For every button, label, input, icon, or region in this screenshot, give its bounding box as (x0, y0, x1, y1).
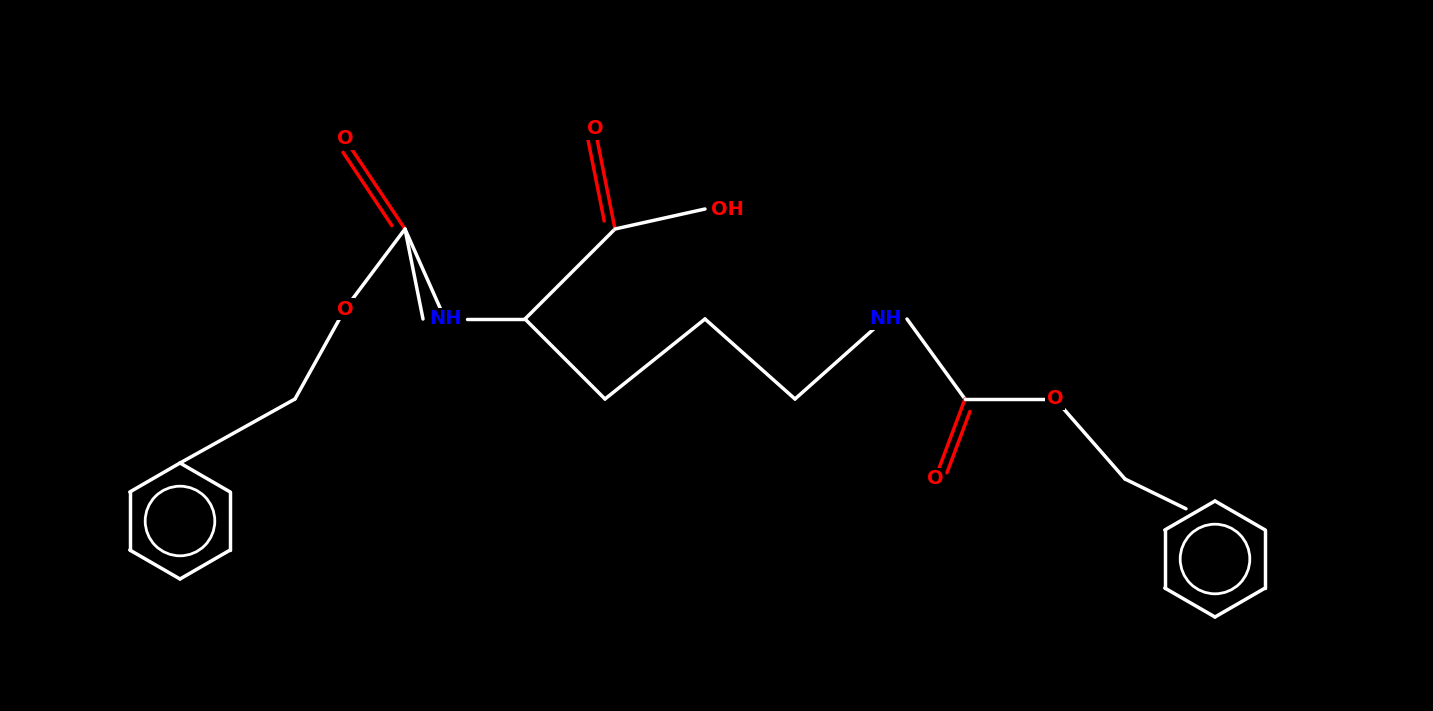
Text: NH: NH (868, 309, 901, 328)
Text: O: O (337, 129, 354, 149)
Text: O: O (586, 119, 603, 139)
Text: NH: NH (428, 309, 461, 328)
Text: O: O (927, 469, 943, 488)
Text: O: O (1046, 390, 1063, 409)
Text: O: O (337, 299, 354, 319)
Text: OH: OH (711, 200, 744, 218)
